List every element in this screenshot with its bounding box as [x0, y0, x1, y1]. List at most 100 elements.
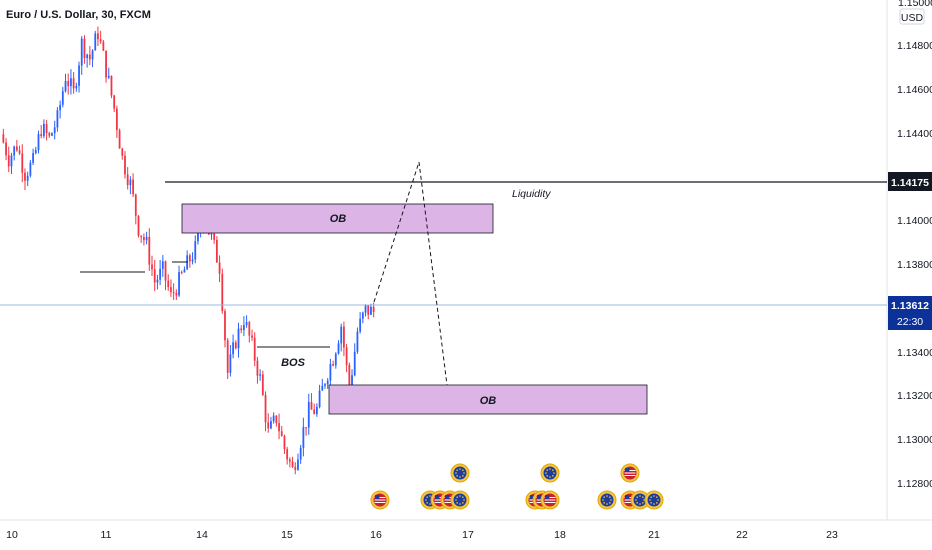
- candle-body: [80, 38, 83, 66]
- us-flag-event-icon[interactable]: [370, 490, 390, 510]
- candle-body: [232, 342, 234, 355]
- candle-body: [53, 127, 56, 134]
- candle-body: [356, 331, 359, 352]
- candle-body: [118, 130, 121, 149]
- candle-body: [240, 328, 243, 331]
- candle-body: [72, 78, 75, 89]
- us-flag-event-icon[interactable]: [540, 490, 560, 510]
- candle-body: [297, 459, 299, 470]
- ob-zone-upper[interactable]: [181, 203, 494, 234]
- candle-body: [307, 402, 310, 428]
- currency-box[interactable]: [899, 8, 925, 25]
- time-tick: 11: [101, 529, 112, 541]
- candle-body: [83, 38, 86, 59]
- candle-body: [361, 312, 364, 319]
- candle-body: [191, 259, 194, 262]
- candle-body: [102, 41, 105, 51]
- candle-body: [275, 415, 278, 424]
- candle-body: [229, 354, 232, 373]
- candle-body: [234, 342, 237, 349]
- candle-body: [167, 280, 170, 288]
- current-price-value: 1.13612: [891, 300, 929, 312]
- candle-body: [156, 279, 159, 283]
- candle-body: [21, 153, 24, 173]
- candle-body: [329, 364, 332, 381]
- candle-body: [140, 235, 143, 238]
- candle-body: [364, 304, 367, 313]
- price-tick: 1.14600: [897, 84, 932, 96]
- candle-body: [340, 326, 343, 344]
- eu-flag-event-icon[interactable]: [630, 490, 650, 510]
- candle-body: [272, 415, 275, 422]
- eu-flag-event-icon[interactable]: [644, 490, 664, 510]
- candle-body: [18, 150, 21, 154]
- time-tick: 10: [6, 529, 18, 541]
- candle-body: [34, 150, 37, 154]
- candle-body: [188, 255, 191, 262]
- liquidity-label: Liquidity: [512, 188, 551, 200]
- candle-body: [259, 374, 262, 376]
- candle-body: [161, 261, 164, 269]
- economic-events[interactable]: [370, 463, 664, 510]
- candle-body: [172, 291, 175, 293]
- candle-body: [243, 325, 245, 331]
- eu-flag-event-icon[interactable]: [540, 463, 560, 483]
- candle-body: [215, 239, 218, 263]
- candle-body: [226, 340, 229, 373]
- candle-body: [221, 273, 224, 312]
- candle-body: [56, 110, 59, 128]
- candle-body: [5, 142, 7, 156]
- candle-body: [67, 80, 70, 87]
- currency-label: USD: [901, 12, 924, 24]
- candle-body: [253, 337, 256, 361]
- us-flag-event-icon[interactable]: [620, 463, 640, 483]
- time-tick: 16: [370, 529, 382, 541]
- candle-body: [310, 402, 313, 410]
- candle-body: [145, 236, 148, 241]
- candle-body: [224, 311, 226, 341]
- candle-body: [351, 375, 353, 391]
- candle-body: [137, 215, 140, 236]
- candle-body: [183, 269, 186, 273]
- time-tick: 17: [462, 529, 474, 541]
- candle-body: [332, 364, 335, 366]
- candle-body: [283, 436, 286, 450]
- candle-body: [178, 272, 180, 296]
- candle-body: [267, 422, 270, 429]
- candle-body: [148, 236, 151, 265]
- candle-body: [261, 374, 264, 396]
- current-price-tag: [888, 296, 932, 330]
- candle-body: [372, 306, 375, 313]
- time-tick: 21: [648, 529, 660, 541]
- price-tick: 1.13400: [897, 347, 932, 359]
- candle-body: [13, 146, 16, 156]
- ob-upper-label: OB: [330, 213, 347, 225]
- candle-body: [218, 262, 221, 274]
- candle-body: [143, 237, 145, 241]
- ob-zone-lower[interactable]: [328, 384, 648, 415]
- price-axis[interactable]: 1.15000 USD 1.14800 1.14600 1.14400 1.14…: [897, 0, 932, 490]
- liquidity-price-tag: [888, 172, 932, 191]
- candle-body: [86, 54, 89, 59]
- eu-flag-event-icon[interactable]: [450, 490, 470, 510]
- candle-body: [126, 174, 129, 186]
- time-tick: 14: [196, 529, 208, 541]
- eu-flag-event-icon[interactable]: [450, 463, 470, 483]
- candle-body: [334, 353, 337, 366]
- time-axis[interactable]: 10 11 14 15 16 17 18 21 22 23: [6, 529, 838, 541]
- price-tick: 1.12800: [897, 478, 932, 490]
- price-tick: 1.14800: [897, 40, 932, 52]
- candle-body: [353, 351, 356, 376]
- eu-flag-event-icon[interactable]: [597, 490, 617, 510]
- candle-body: [45, 123, 48, 134]
- candle-body: [129, 179, 132, 186]
- price-tick: 1.13800: [897, 259, 932, 271]
- projection-path[interactable]: [373, 161, 448, 386]
- candle-body: [91, 50, 94, 60]
- candle-body: [121, 148, 124, 156]
- candle-body: [113, 95, 116, 109]
- candle-body: [64, 80, 67, 92]
- candle-body: [88, 54, 91, 60]
